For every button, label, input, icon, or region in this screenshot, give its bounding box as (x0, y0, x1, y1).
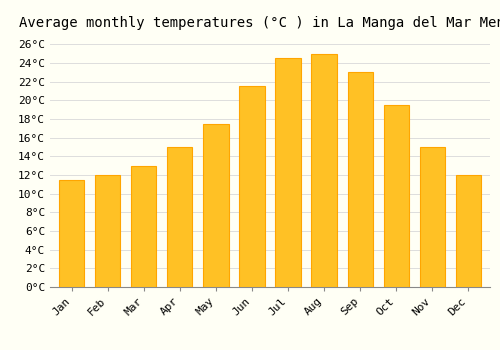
Bar (204, 124, 229, 287)
Bar (167, 147, 192, 287)
Bar (95, 175, 120, 287)
Bar (276, 58, 300, 287)
Bar (456, 175, 481, 287)
Bar (348, 72, 373, 287)
Bar (384, 105, 409, 287)
Title: Average monthly temperatures (°C ) in La Manga del Mar Menor: Average monthly temperatures (°C ) in La… (19, 16, 500, 30)
Bar (240, 86, 264, 287)
Bar (420, 147, 445, 287)
Bar (312, 54, 336, 287)
Bar (59, 180, 84, 287)
Bar (131, 166, 156, 287)
